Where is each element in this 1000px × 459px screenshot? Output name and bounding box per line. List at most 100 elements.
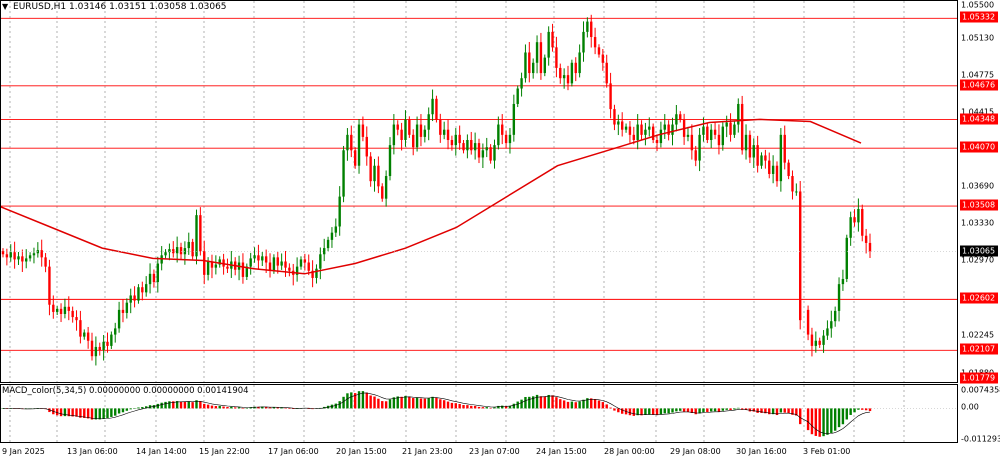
candle-body — [323, 248, 326, 255]
candle-body — [419, 124, 423, 137]
macd-bar — [787, 408, 790, 414]
macd-histogram-canvas[interactable] — [1, 385, 958, 443]
macd-bar — [489, 407, 492, 409]
candle-body — [284, 261, 287, 268]
macd-bar — [528, 396, 531, 409]
candle-body — [245, 266, 249, 277]
candle-body — [779, 134, 783, 182]
macd-bar — [562, 400, 566, 409]
macd-bar — [133, 408, 136, 409]
candle-body — [752, 145, 755, 158]
candle-body — [206, 261, 210, 275]
candle-body — [121, 309, 125, 313]
macd-bar — [721, 408, 725, 411]
macd-bar — [114, 408, 117, 416]
candle-body — [404, 119, 407, 140]
price-chart-pane[interactable] — [0, 0, 958, 383]
candle-body — [864, 235, 868, 243]
macd-bar — [86, 408, 90, 419]
candle-body — [756, 145, 759, 166]
candle-body — [264, 256, 268, 263]
macd-bar — [187, 401, 190, 409]
macd-bar — [849, 408, 852, 415]
candle-body — [617, 121, 620, 125]
candle-body — [659, 129, 663, 144]
candle-body — [187, 241, 190, 249]
candle-body — [241, 262, 245, 277]
macd-bar — [446, 401, 450, 409]
candle-body — [764, 155, 767, 161]
candle-body — [748, 134, 752, 158]
macd-bar — [729, 408, 732, 411]
price-chart-canvas[interactable] — [1, 1, 958, 383]
candle-body — [686, 134, 690, 137]
macd-bar — [617, 408, 620, 413]
macd-bar — [98, 408, 101, 420]
macd-bar — [640, 408, 643, 416]
candle-body — [63, 306, 67, 314]
macd-bar — [307, 408, 310, 409]
macd-bar — [179, 401, 183, 409]
macd-bar — [826, 408, 829, 435]
candle-body — [501, 124, 504, 135]
macd-bar — [381, 401, 384, 409]
macd-bar — [280, 407, 283, 409]
time-scale-label: 14 Jan 14:00 — [136, 447, 187, 456]
macd-bar — [710, 408, 713, 412]
candle-body — [826, 328, 829, 336]
macd-bar — [164, 401, 167, 409]
candle-body — [191, 241, 194, 257]
macd-bar — [110, 408, 113, 417]
candle-body — [253, 255, 256, 259]
macd-bar — [636, 408, 639, 416]
macd-bar — [423, 398, 427, 409]
macd-bar — [613, 408, 616, 411]
macd-bar — [520, 399, 523, 409]
candle-body — [586, 21, 589, 32]
candle-body — [218, 259, 221, 265]
macd-bar — [775, 408, 779, 416]
candle-body — [508, 134, 512, 144]
macd-bar — [470, 405, 473, 409]
candle-body — [357, 124, 361, 166]
candle-body — [446, 129, 450, 140]
candle-body — [268, 262, 272, 271]
macd-bar — [75, 408, 78, 417]
price-axis[interactable]: 1.05500 1.05130 1.04775 1.04415 1.03690 1.033… — [958, 0, 1000, 384]
candle-body — [706, 126, 709, 140]
level-price-tag: 1.01779 — [960, 372, 998, 384]
candle-body — [524, 52, 527, 79]
candle-body — [435, 98, 438, 120]
macd-indicator-pane[interactable] — [0, 384, 958, 443]
candle-body — [303, 259, 307, 263]
macd-bar — [59, 408, 63, 417]
candle-body — [71, 310, 74, 318]
candle-body — [578, 52, 581, 74]
current-price-tag: 1.03065 — [960, 245, 998, 257]
candle-body — [141, 287, 144, 293]
macd-bar — [508, 405, 512, 409]
candle-body — [744, 134, 748, 151]
candle-body — [799, 191, 802, 321]
macd-bar — [203, 403, 206, 409]
candle-body — [768, 160, 771, 174]
candle-body — [295, 266, 299, 275]
macd-bar — [55, 408, 59, 416]
candle-body — [415, 124, 419, 148]
collapse-triangle-icon[interactable]: ▼ — [2, 2, 9, 11]
candle-body — [129, 295, 132, 303]
candle-body — [535, 42, 539, 63]
macd-bar — [237, 407, 241, 409]
macd-bar — [791, 408, 794, 415]
candle-body — [729, 122, 732, 135]
candle-body — [740, 103, 744, 151]
macd-bar — [183, 401, 187, 409]
candle-body — [837, 284, 841, 311]
candle-body — [833, 310, 837, 322]
time-scale-label: 24 Jan 15:00 — [536, 447, 587, 456]
candle-body — [44, 257, 47, 267]
macd-bar — [373, 396, 376, 409]
